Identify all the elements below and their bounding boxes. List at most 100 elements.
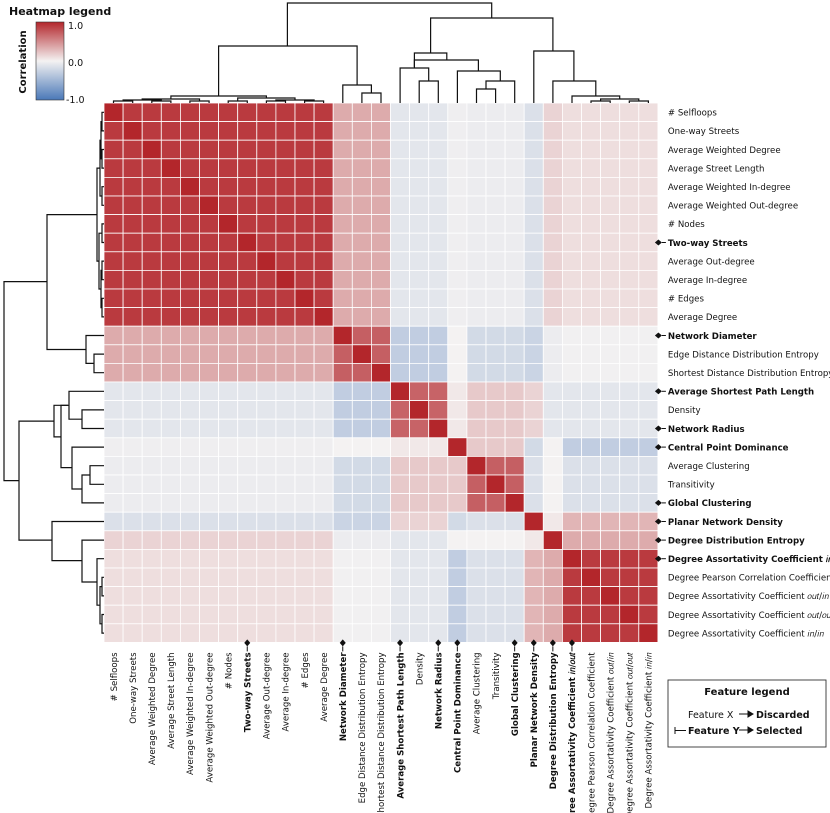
heatmap-cell — [600, 400, 621, 420]
heatmap-cell — [428, 604, 449, 625]
heatmap-cell — [199, 455, 220, 476]
heatmap-cell — [409, 474, 430, 495]
heatmap-cell — [199, 530, 220, 550]
selected-row-marker — [654, 555, 662, 562]
heatmap-cell — [275, 604, 296, 625]
heatmap-cell — [390, 344, 411, 364]
heatmap-cell — [390, 381, 411, 402]
heatmap-cell — [218, 474, 239, 495]
heatmap-cell — [447, 325, 468, 346]
heatmap-cell — [256, 121, 277, 141]
heatmap-cell — [562, 455, 582, 476]
heatmap-cell — [600, 362, 621, 383]
heatmap-cell — [466, 455, 487, 476]
heatmap-cell — [141, 121, 162, 141]
heatmap-cell — [313, 400, 334, 420]
heatmap-cell — [218, 623, 239, 643]
heatmap-cell — [294, 158, 315, 178]
heatmap-cell — [466, 567, 487, 588]
heatmap-cell — [103, 604, 124, 625]
heatmap-cell — [390, 511, 411, 532]
heatmap-cell — [332, 344, 353, 364]
heatmap-cell — [638, 176, 659, 197]
heatmap-cell — [351, 251, 372, 271]
heatmap-cell — [370, 362, 391, 383]
heatmap-cell — [466, 325, 487, 346]
heatmap-cell — [103, 102, 124, 123]
heatmap-cell — [122, 251, 143, 271]
heatmap-cell — [237, 176, 258, 197]
heatmap-cell — [390, 307, 411, 327]
heatmap-cell — [199, 362, 220, 383]
heatmap-cell — [218, 586, 239, 606]
heatmap-cell — [275, 567, 296, 588]
heatmap-cell — [562, 530, 582, 550]
heatmap-cell — [332, 530, 353, 550]
heatmap-cell — [160, 121, 181, 141]
heatmap-cell — [600, 195, 621, 216]
row-label: # Selfloops — [668, 109, 717, 119]
heatmap-cell — [523, 381, 544, 402]
heatmap-cell — [275, 437, 296, 457]
heatmap-cell — [160, 176, 181, 197]
heatmap-cell — [218, 121, 239, 141]
feature-legend-title: Feature legend — [704, 687, 789, 698]
heatmap-cell — [313, 139, 334, 160]
heatmap-cell — [428, 325, 449, 346]
row-label: Average Shortest Path Length — [668, 388, 814, 398]
heatmap-cell — [409, 604, 430, 625]
dendrogram-link — [93, 353, 104, 374]
heatmap-cell — [542, 176, 563, 197]
heatmap-cell — [160, 418, 181, 439]
heatmap-cell — [466, 381, 487, 402]
heatmap-cell — [581, 511, 602, 532]
heatmap-cell — [370, 288, 391, 309]
heatmap-cell — [447, 381, 468, 402]
heatmap-cell — [619, 102, 640, 123]
heatmap-cell — [485, 102, 506, 123]
dendrogram-link — [418, 80, 439, 103]
heatmap-cell — [160, 344, 181, 364]
heatmap-cell — [332, 102, 353, 123]
row-label: Degree Assortativity Coefficient 𝑖𝑛/𝑖𝑛 — [668, 629, 825, 639]
heatmap-cell — [275, 493, 296, 513]
heatmap-cell — [428, 232, 449, 253]
heatmap-cell — [179, 195, 200, 216]
heatmap-cell — [103, 511, 124, 532]
column-label: Average In-degree — [282, 652, 292, 731]
legend-feature-x: Feature X — [688, 710, 734, 721]
heatmap-cell — [218, 251, 239, 271]
heatmap-cell — [523, 139, 544, 160]
heatmap-cell — [409, 381, 430, 402]
heatmap-cell — [351, 474, 372, 495]
heatmap-cell — [370, 400, 391, 420]
heatmap-cell — [122, 232, 143, 253]
heatmap-cell — [370, 511, 391, 532]
heatmap-cell — [562, 493, 582, 513]
row-label: Network Radius — [668, 425, 745, 435]
heatmap-cell — [370, 418, 391, 439]
selected-row-marker — [654, 332, 662, 339]
heatmap-cell — [122, 362, 143, 383]
heatmap-cell — [179, 474, 200, 495]
heatmap-cell — [160, 158, 181, 178]
heatmap-cell — [313, 121, 334, 141]
heatmap-cell — [390, 418, 411, 439]
heatmap-cell — [332, 251, 353, 271]
heatmap-cell — [600, 567, 621, 588]
heatmap-cell — [638, 362, 659, 383]
heatmap-cell — [523, 400, 544, 420]
heatmap-cell — [485, 158, 506, 178]
heatmap-cell — [332, 549, 353, 569]
heatmap-cell — [294, 455, 315, 476]
heatmap-cell — [160, 511, 181, 532]
row-label: Average Clustering — [668, 462, 750, 472]
heatmap-cell — [294, 121, 315, 141]
heatmap-cell — [600, 121, 621, 141]
heatmap-cell — [103, 269, 124, 290]
heatmap-cell — [504, 511, 525, 532]
heatmap-cell — [466, 102, 487, 123]
heatmap-cell — [542, 344, 563, 364]
colorbar-legend: Heatmap legend Correlation 1.0 0.0 -1.0 — [9, 5, 111, 106]
dendrogram-link — [71, 446, 104, 490]
